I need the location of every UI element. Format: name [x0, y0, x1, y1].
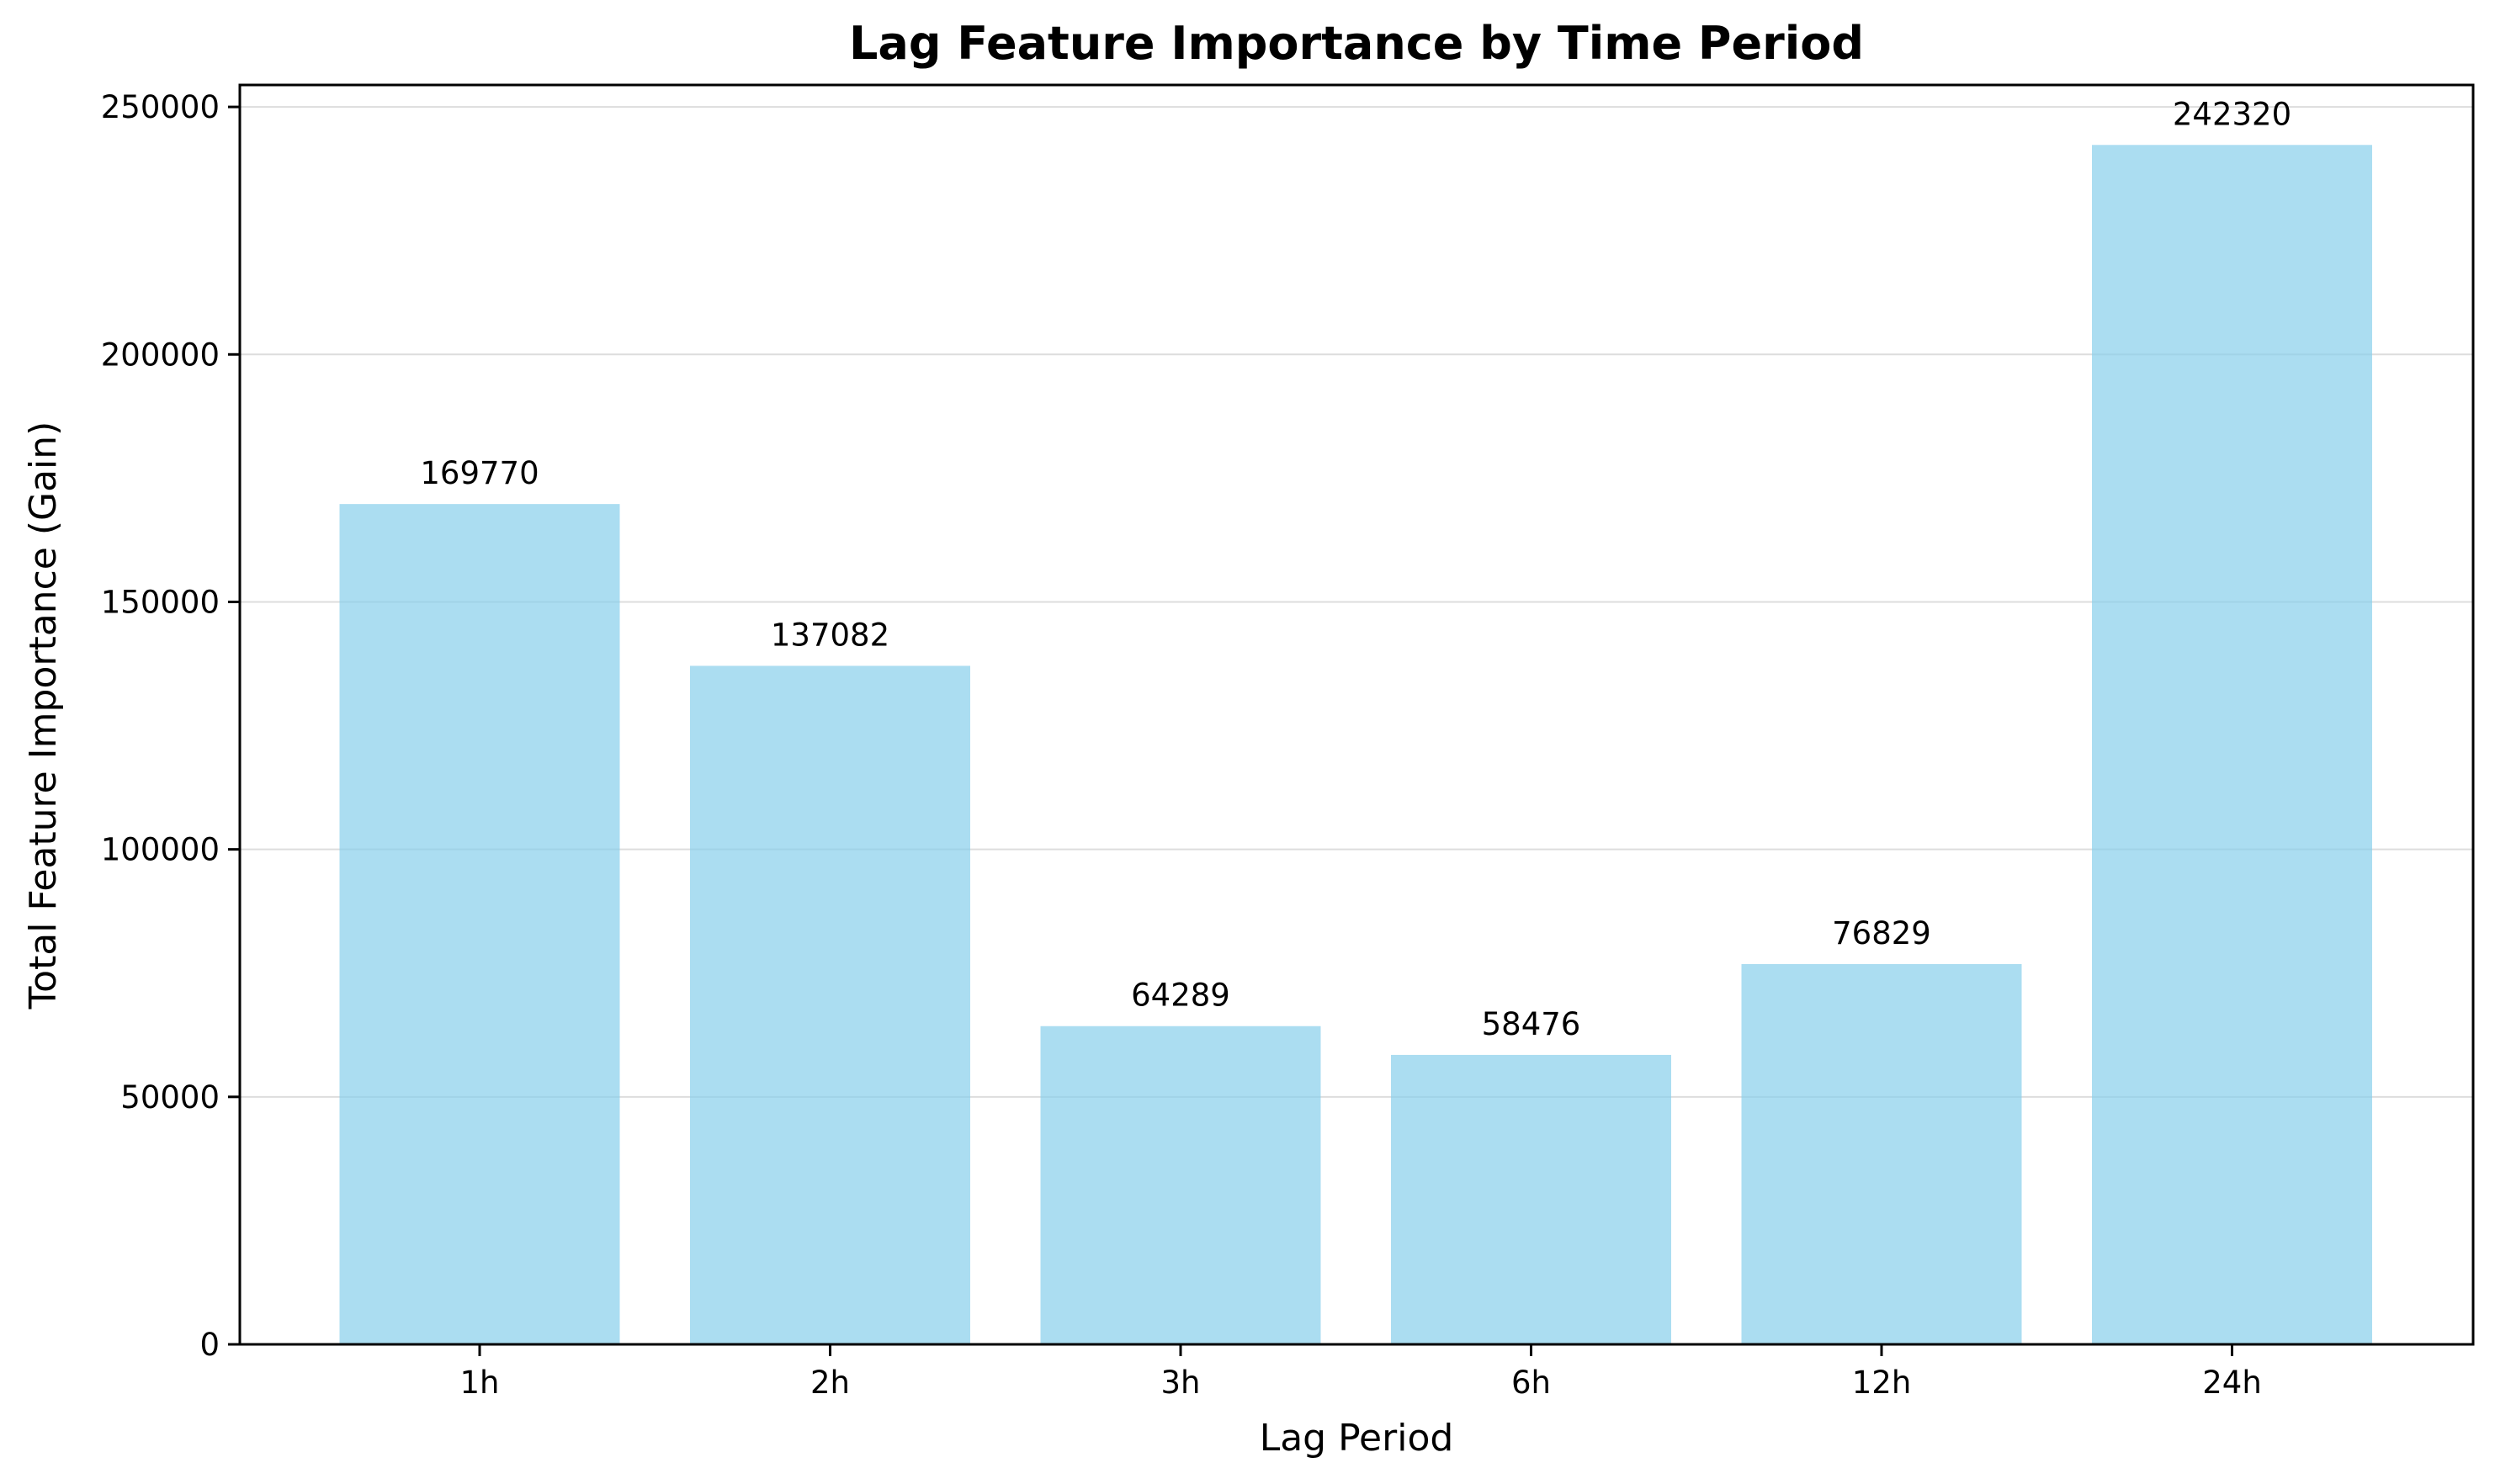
x-tick-label-1h: 1h: [460, 1365, 500, 1401]
x-tick-label-12h: 12h: [1852, 1365, 1912, 1401]
x-axis-label: Lag Period: [1260, 1417, 1454, 1460]
y-axis-ticks: 0 50000 100000 150000 200000 250000: [101, 89, 240, 1363]
data-label-layer: 169770 137082 64289 58476 76829 242320: [420, 96, 2291, 1042]
bar-3h: [1040, 1026, 1321, 1344]
data-label-24h: 242320: [2173, 96, 2291, 132]
bar-24h: [2092, 145, 2372, 1344]
bar-layer: [339, 145, 2372, 1344]
x-tick-label-2h: 2h: [810, 1365, 850, 1401]
bar-1h: [339, 504, 620, 1344]
bar-12h: [1741, 963, 2022, 1344]
bar-6h: [1391, 1054, 1671, 1344]
data-label-12h: 76829: [1832, 915, 1931, 951]
data-label-1h: 169770: [420, 455, 539, 491]
data-label-3h: 64289: [1131, 978, 1230, 1014]
bar-2h: [690, 665, 970, 1344]
x-tick-label-6h: 6h: [1511, 1365, 1551, 1401]
x-tick-label-24h: 24h: [2202, 1365, 2262, 1401]
y-axis-label: Total Feature Importance (Gain): [22, 421, 65, 1010]
y-tick-label: 50000: [120, 1079, 220, 1116]
chart-title: Lag Feature Importance by Time Period: [849, 17, 1864, 70]
x-tick-label-3h: 3h: [1161, 1365, 1201, 1401]
y-tick-label: 200000: [101, 337, 220, 373]
y-tick-label: 0: [199, 1327, 220, 1363]
data-label-6h: 58476: [1482, 1006, 1581, 1042]
plot-frame: [238, 83, 2475, 1346]
data-label-2h: 137082: [771, 617, 889, 653]
y-tick-label: 100000: [101, 832, 220, 868]
x-axis-ticks: 1h 2h 3h 6h 12h 24h: [460, 1344, 2262, 1401]
y-tick-label: 250000: [101, 89, 220, 125]
y-tick-label: 150000: [101, 584, 220, 620]
